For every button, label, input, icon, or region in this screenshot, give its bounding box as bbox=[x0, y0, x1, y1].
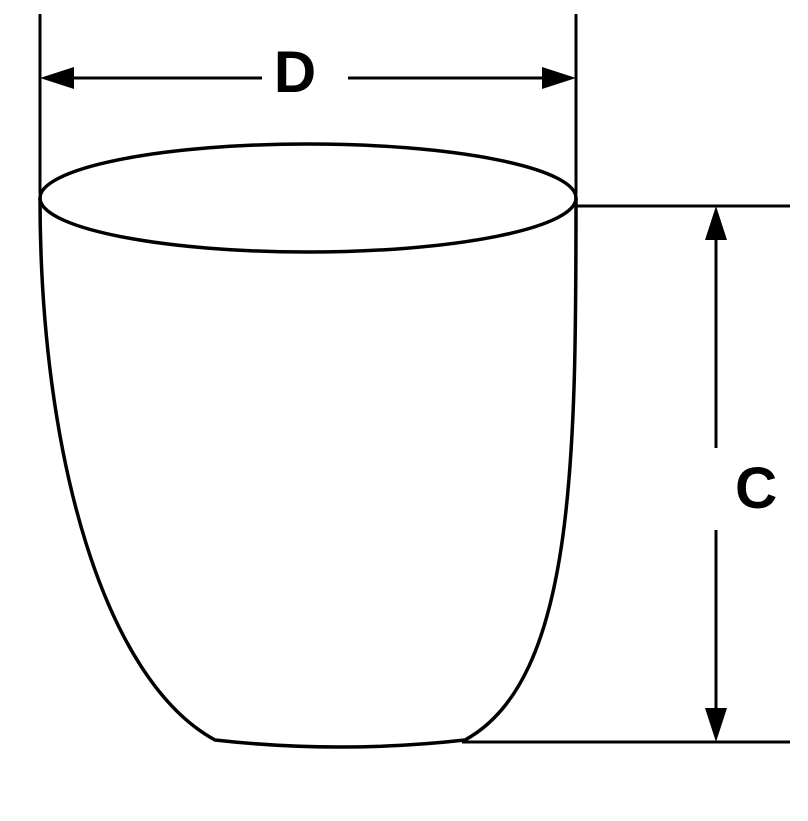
dim-d-arrow-right bbox=[542, 67, 576, 89]
dim-c-arrow-bottom bbox=[705, 708, 727, 742]
dimension-drawing: DC bbox=[0, 0, 808, 821]
dim-d-label: D bbox=[274, 40, 316, 105]
dim-c-arrow-top bbox=[705, 206, 727, 240]
dim-c-label: C bbox=[735, 456, 777, 521]
crucible-rim bbox=[40, 144, 576, 252]
dim-d-arrow-left bbox=[40, 67, 74, 89]
crucible-body bbox=[40, 198, 576, 747]
